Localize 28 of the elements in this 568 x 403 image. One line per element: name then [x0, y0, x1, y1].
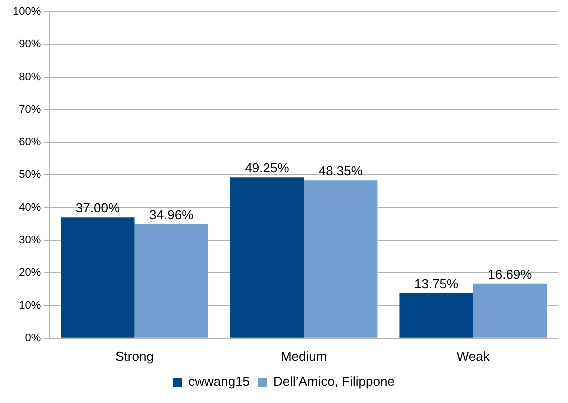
legend-label: cwwang15: [188, 374, 250, 390]
data-label: 34.96%: [150, 207, 194, 222]
y-tick-label: 60%: [19, 136, 42, 149]
x-tick-label: Medium: [280, 348, 328, 364]
bar: [304, 180, 378, 338]
data-label: 16.69%: [488, 267, 533, 282]
bar: [134, 224, 208, 338]
y-tick-label: 100%: [12, 6, 42, 18]
x-tick-label: Strong: [116, 348, 154, 364]
bar: [230, 178, 304, 338]
y-tick-label: 20%: [19, 267, 42, 280]
y-tick-label: 30%: [19, 234, 42, 247]
legend-label: Dell’Amico, Filippone: [274, 374, 395, 390]
y-tick-label: 90%: [19, 38, 42, 51]
y-tick-label: 80%: [19, 71, 42, 84]
y-tick-label: 10%: [19, 300, 42, 312]
data-label: 13.75%: [414, 276, 460, 292]
bar: [61, 218, 135, 338]
y-tick-label: 40%: [19, 202, 42, 214]
y-tick-label: 70%: [19, 104, 42, 116]
x-tick-label: Weak: [456, 348, 490, 364]
data-label: 49.25%: [245, 160, 290, 176]
bar: [473, 284, 547, 338]
bar: [400, 294, 474, 338]
y-tick-label: 50%: [19, 169, 42, 182]
y-tick-label: 0%: [25, 332, 42, 344]
data-label: 48.35%: [318, 164, 364, 179]
data-label: 37.00%: [76, 200, 120, 216]
